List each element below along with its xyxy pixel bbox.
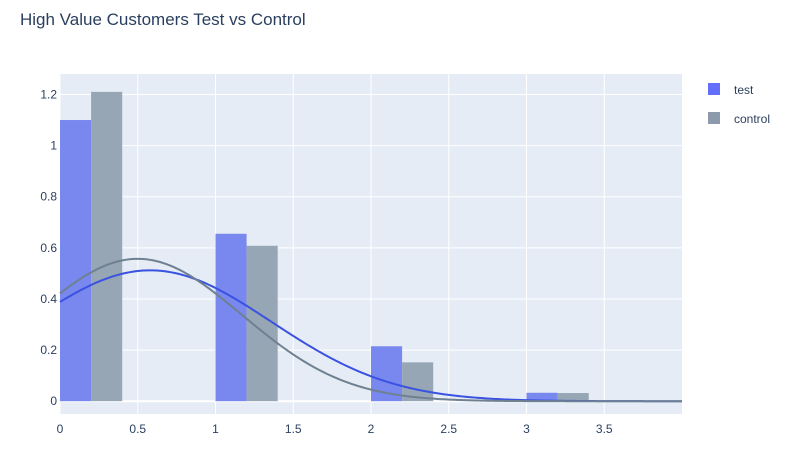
test-bar[interactable]	[526, 392, 558, 402]
x-tick-label: 0	[57, 422, 64, 436]
legend-label-test[interactable]: test	[734, 83, 754, 97]
x-tick-label: 0.5	[129, 422, 146, 436]
control-bar[interactable]	[557, 393, 589, 402]
test-bar[interactable]	[60, 120, 92, 402]
legend-swatch-control[interactable]	[708, 112, 720, 124]
density-curves	[59, 257, 682, 403]
legend-swatch-test[interactable]	[708, 83, 720, 95]
legend-label-control[interactable]: control	[734, 112, 770, 126]
x-tick-label: 1	[212, 422, 219, 436]
y-tick-label: 0.2	[40, 343, 57, 357]
x-tick-label: 2	[368, 422, 375, 436]
y-tick-label: 0.4	[40, 292, 57, 306]
y-tick-label: 0	[50, 394, 57, 408]
control-density-curve[interactable]	[59, 257, 682, 403]
x-axis: 0 0.5 1 1.5 2 2.5 3 3.5	[57, 422, 613, 436]
y-tick-label: 0.6	[40, 241, 57, 255]
y-axis: 0 0.2 0.4 0.6 0.8 1 1.2	[40, 87, 57, 408]
control-bar[interactable]	[91, 91, 123, 402]
chart-title: High Value Customers Test vs Control	[20, 10, 306, 29]
x-tick-label: 3	[523, 422, 530, 436]
test-bar[interactable]	[215, 233, 247, 402]
legend[interactable]: test control	[708, 83, 770, 126]
y-tick-label: 1.2	[40, 87, 57, 101]
x-tick-label: 3.5	[596, 422, 613, 436]
x-tick-label: 1.5	[285, 422, 302, 436]
y-tick-label: 0.8	[40, 190, 57, 204]
control-bar[interactable]	[402, 362, 434, 402]
x-tick-label: 2.5	[440, 422, 457, 436]
bars	[60, 91, 589, 402]
y-tick-label: 1	[50, 139, 57, 153]
